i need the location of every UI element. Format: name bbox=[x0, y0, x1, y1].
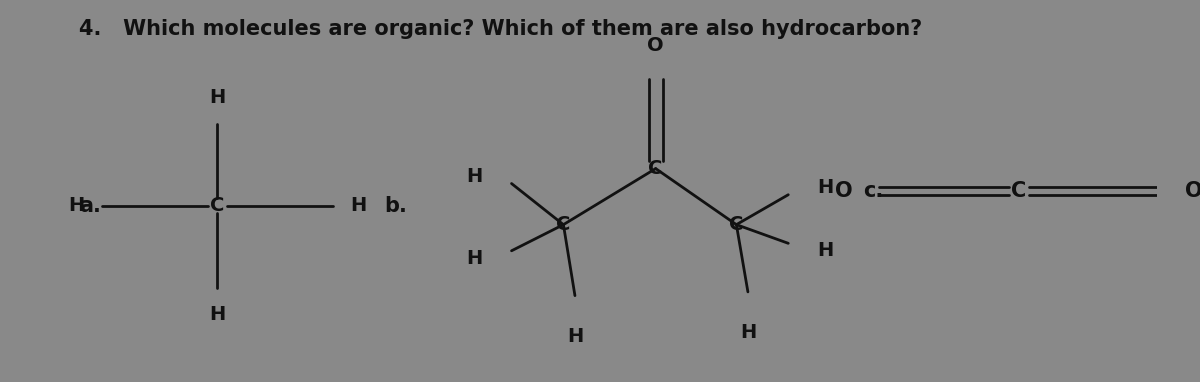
Text: C: C bbox=[210, 196, 224, 215]
Text: O: O bbox=[1186, 181, 1200, 201]
Text: C: C bbox=[1012, 181, 1026, 201]
Text: H: H bbox=[817, 241, 833, 260]
Text: O: O bbox=[647, 36, 664, 55]
Text: 4.   Which molecules are organic? Which of them are also hydrocarbon?: 4. Which molecules are organic? Which of… bbox=[79, 19, 923, 39]
Text: H: H bbox=[209, 305, 226, 324]
Text: C: C bbox=[557, 215, 571, 234]
Text: b.: b. bbox=[385, 196, 408, 216]
Text: H: H bbox=[817, 178, 833, 197]
Text: H: H bbox=[467, 167, 482, 186]
Text: H: H bbox=[350, 196, 366, 215]
Text: C: C bbox=[648, 159, 662, 178]
Text: H: H bbox=[566, 327, 583, 346]
Text: C: C bbox=[730, 215, 744, 234]
Text: c.: c. bbox=[863, 181, 883, 201]
Text: O: O bbox=[835, 181, 852, 201]
Text: H: H bbox=[467, 249, 482, 268]
Text: H: H bbox=[209, 88, 226, 107]
Text: H: H bbox=[739, 324, 756, 343]
Text: a.: a. bbox=[79, 196, 101, 216]
Text: H: H bbox=[68, 196, 85, 215]
